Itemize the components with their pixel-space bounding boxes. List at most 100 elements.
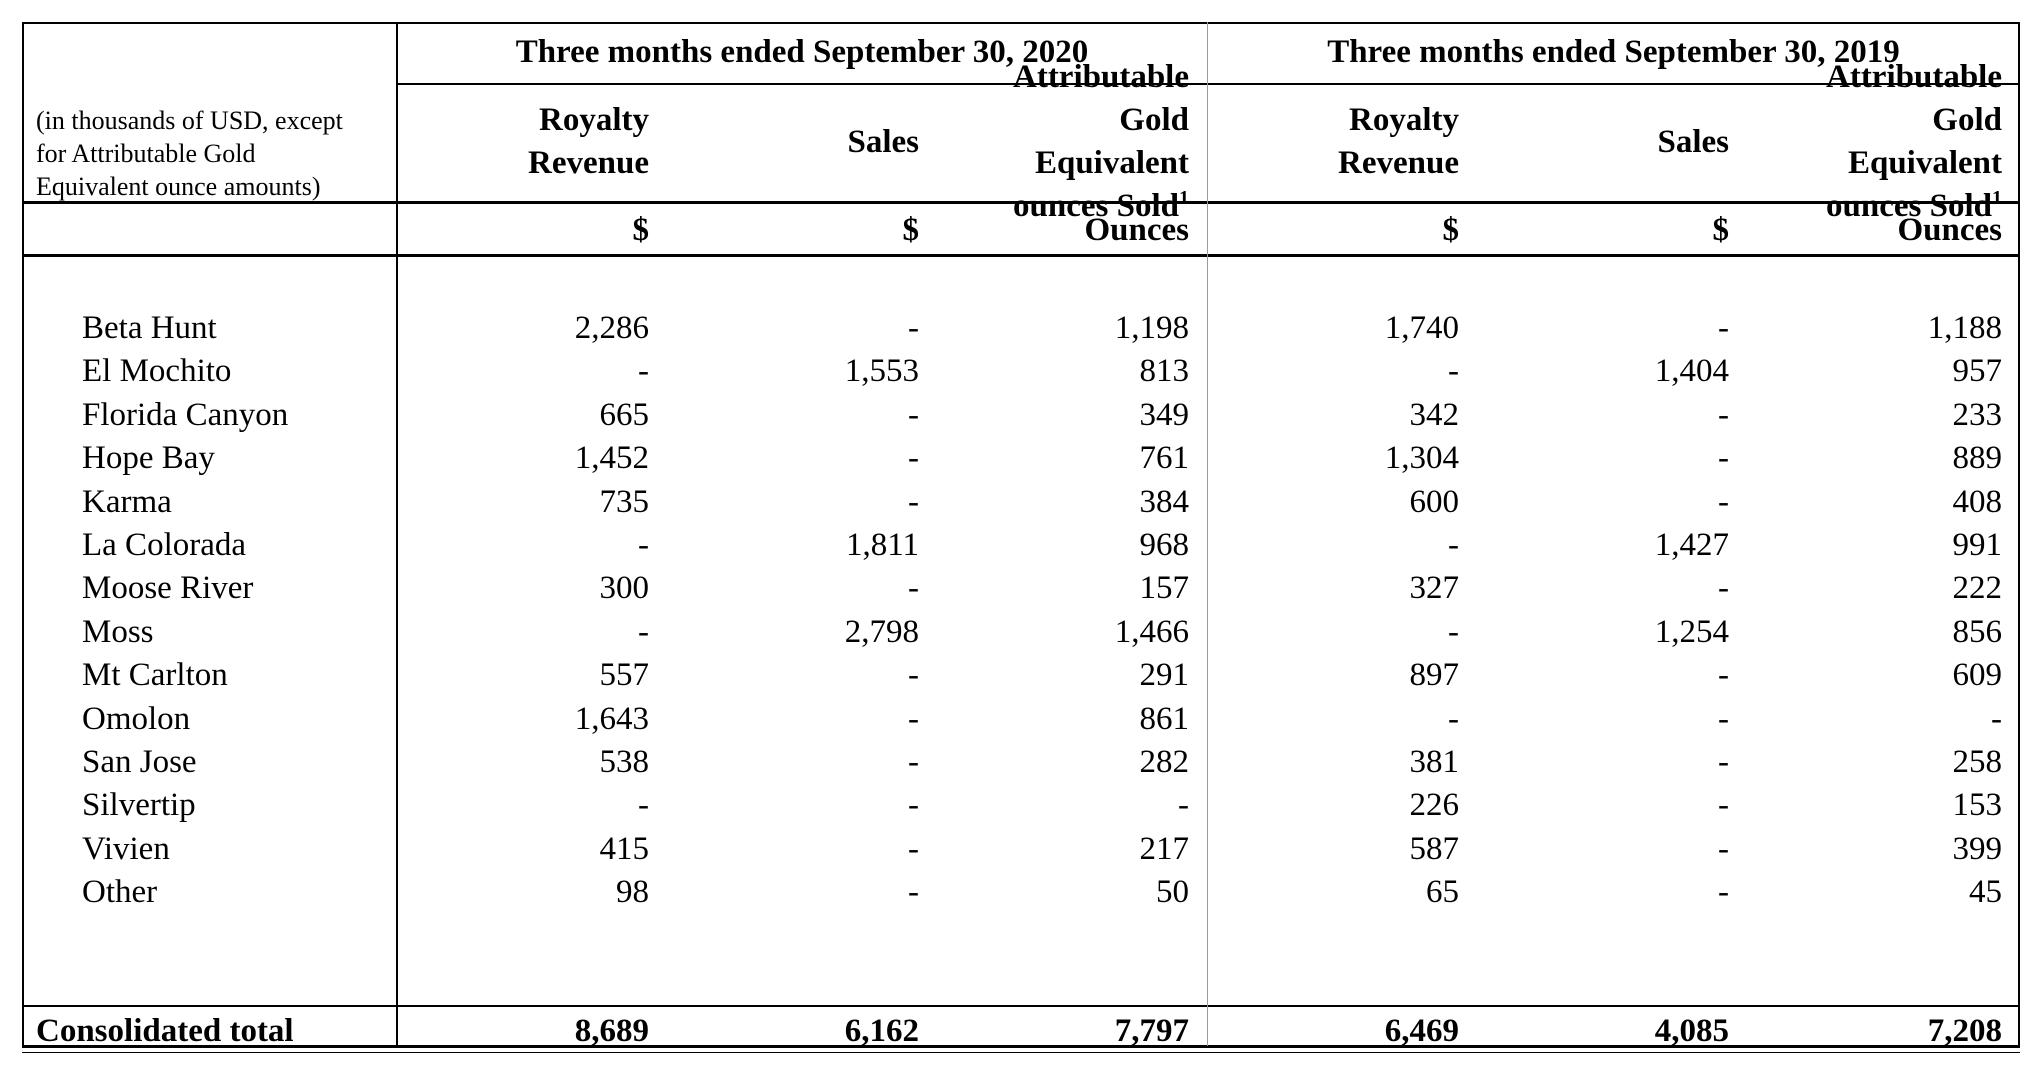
column-header-6-line-3: Equivalent <box>1847 145 2002 181</box>
table-cell: 1,452 <box>574 440 649 477</box>
row-label: San Jose <box>82 744 197 780</box>
row-label: Hope Bay <box>82 440 215 477</box>
total-cell: 6,162 <box>844 1013 919 1049</box>
table-cell: - <box>1718 874 1729 911</box>
table-cell: - <box>638 527 649 563</box>
table-cell: - <box>1718 700 1729 737</box>
row-label: Moose River <box>82 570 254 607</box>
table-cell: - <box>908 440 919 477</box>
table-cell: - <box>908 830 919 867</box>
column-header-1-line-2: Revenue <box>528 145 649 181</box>
total-row-label: Consolidated total <box>36 1013 294 1049</box>
table-left-border <box>22 22 24 1046</box>
table-cell: - <box>908 483 919 520</box>
table-cell: 381 <box>1409 744 1460 780</box>
table-cell: - <box>908 396 919 433</box>
row-label: Beta Hunt <box>82 310 217 346</box>
table-cell: 342 <box>1409 396 1460 433</box>
total-cell: 7,208 <box>1927 1013 2002 1049</box>
table-cell: 157 <box>1139 570 1190 607</box>
table-cell: 897 <box>1409 657 1460 694</box>
table-cell: 291 <box>1139 657 1190 694</box>
table-cell: - <box>908 744 919 780</box>
table-cell: 2,286 <box>574 310 649 346</box>
table-cell: - <box>908 874 919 911</box>
table-cell: 557 <box>599 657 650 694</box>
table-cell: 2,798 <box>844 613 919 650</box>
table-cell: - <box>638 613 649 650</box>
table-cell: 600 <box>1409 483 1460 520</box>
row-label: La Colorada <box>82 527 247 563</box>
row-label: Mt Carlton <box>82 657 228 694</box>
table-cell: 1,404 <box>1654 353 1729 390</box>
table-cell: - <box>1448 700 1459 737</box>
row-label: Silvertip <box>82 787 196 824</box>
unit-divider-line <box>22 253 2020 257</box>
table-cell: 98 <box>616 874 649 911</box>
column-header-3-line-3: Equivalent <box>1034 145 1189 181</box>
header-divider-line <box>22 200 2020 204</box>
table-cell: 761 <box>1139 440 1190 477</box>
column-unit-6: Ounces <box>1897 212 2002 248</box>
table-cell: 1,643 <box>574 700 649 737</box>
total-cell: 4,085 <box>1654 1013 1729 1049</box>
table-cell: - <box>1718 440 1729 477</box>
table-cell: - <box>908 570 919 607</box>
column-header-5-line-1: Sales <box>1657 123 1729 160</box>
table-cell: 1,427 <box>1654 527 1729 563</box>
table-cell: 65 <box>1426 874 1459 911</box>
table-cell: 991 <box>1952 527 2003 563</box>
table-cell: 258 <box>1952 744 2003 780</box>
table-cell: 889 <box>1952 440 2003 477</box>
row-label: Florida Canyon <box>82 396 289 433</box>
column-header-4-line-1: Royalty <box>1349 102 1459 138</box>
period-header-2: Three months ended September 30, 2019 <box>1327 34 1900 70</box>
table-cell: 1,254 <box>1654 613 1729 650</box>
table-cell: 384 <box>1139 483 1190 520</box>
column-unit-4: $ <box>1442 212 1460 248</box>
table-cell: - <box>638 787 649 824</box>
column-header-4-line-2: Revenue <box>1338 145 1459 181</box>
column-unit-1: $ <box>632 212 650 248</box>
column-unit-3: Ounces <box>1084 212 1189 248</box>
table-cell: 45 <box>1969 874 2002 911</box>
label-column-divider <box>396 22 398 1046</box>
table-cell: 300 <box>599 570 650 607</box>
table-cell: - <box>908 310 919 346</box>
column-header-3-line-2: Gold <box>1119 102 1189 138</box>
table-cell: - <box>1178 787 1189 824</box>
column-header-6-line-4: ounces Sold1 <box>1826 187 2002 224</box>
table-cell: 587 <box>1409 830 1460 867</box>
table-cell: 1,188 <box>1927 310 2002 346</box>
table-cell: 1,553 <box>844 353 919 390</box>
row-label: Other <box>82 874 158 911</box>
column-unit-5: $ <box>1712 212 1730 248</box>
units-note: (in thousands of USD, except for Attribu… <box>36 106 343 201</box>
table-top-border <box>22 22 2020 24</box>
column-header-6-line-2: Gold <box>1932 102 2002 138</box>
column-header-6-line-1: Attributable <box>1826 59 2002 95</box>
period-header-1: Three months ended September 30, 2020 <box>515 34 1089 70</box>
table-cell: - <box>638 353 649 390</box>
table-cell: 735 <box>599 483 650 520</box>
table-cell: - <box>1718 787 1729 824</box>
table-cell: 1,811 <box>845 527 919 563</box>
table-cell: - <box>1718 657 1729 694</box>
table-cell: - <box>1718 830 1729 867</box>
column-header-3-line-4: ounces Sold1 <box>1013 187 1189 224</box>
table-cell: 813 <box>1139 353 1190 390</box>
row-label: Moss <box>82 613 154 650</box>
table-cell: 1,304 <box>1384 440 1459 477</box>
period-divider-line <box>397 83 2020 85</box>
table-cell: - <box>1718 396 1729 433</box>
table-cell: - <box>1718 744 1729 780</box>
table-cell: 217 <box>1139 830 1190 867</box>
table-cell: 399 <box>1952 830 2003 867</box>
table-right-border <box>2018 22 2020 1046</box>
total-cell: 6,469 <box>1384 1013 1459 1049</box>
table-cell: - <box>908 700 919 737</box>
total-cell: 8,689 <box>574 1013 649 1049</box>
table-cell: 408 <box>1952 483 2003 520</box>
table-cell: - <box>1991 700 2002 737</box>
column-header-2-line-1: Sales <box>847 123 919 160</box>
